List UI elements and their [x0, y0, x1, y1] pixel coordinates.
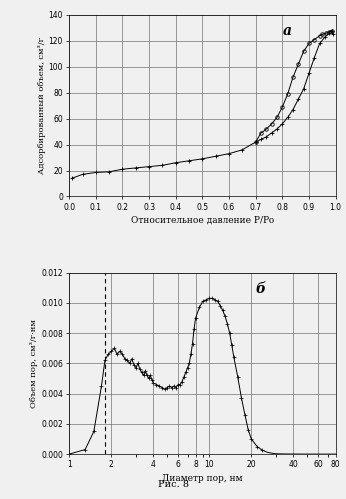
Text: а: а	[282, 24, 291, 38]
Y-axis label: Объем пор, см³/г·нм: Объем пор, см³/г·нм	[30, 319, 38, 408]
Y-axis label: Адсорбированный объем, см³/г: Адсорбированный объем, см³/г	[38, 37, 46, 174]
Text: б: б	[256, 282, 266, 296]
Text: Рис. 8: Рис. 8	[157, 480, 189, 489]
X-axis label: Диаметр пор, нм: Диаметр пор, нм	[162, 474, 243, 483]
X-axis label: Относительное давление P/Po: Относительное давление P/Po	[131, 216, 274, 225]
